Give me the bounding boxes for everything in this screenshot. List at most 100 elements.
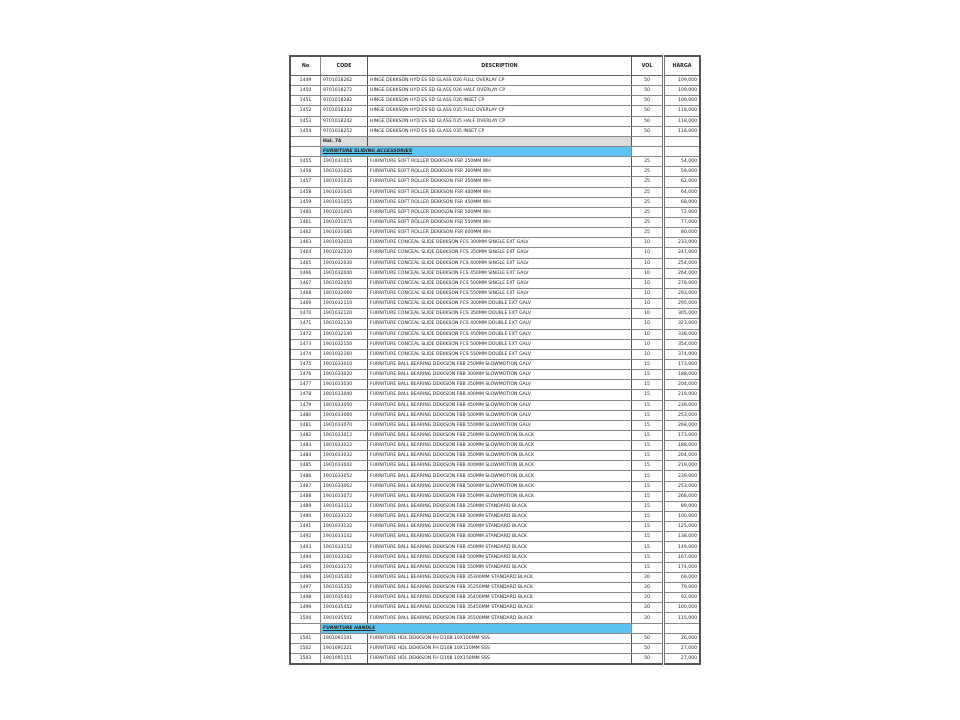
section-header-row: FURNITURE HANDLE <box>289 622 701 634</box>
cell-vol: 50 <box>631 115 665 127</box>
cell-description: HINGE DEKKSON HYD ES SD GLASS 026 FULL O… <box>367 74 632 87</box>
cell-vol: 15 <box>631 358 665 371</box>
cell-harga: 118,000 <box>663 105 701 117</box>
cell-vol: 15 <box>631 561 665 573</box>
cell-code: 1901032050 <box>320 277 368 289</box>
table-row: 1468 1901032060 FURNITURE CONCEAL SLIDE DE… <box>289 287 701 300</box>
table-row: 1466 1901032040 FURNITURE CONCEAL SLIDE DE… <box>289 267 701 279</box>
cell-harga: 109,000 <box>663 85 701 97</box>
cell-harga: 68,000 <box>663 196 701 208</box>
cell-no: 1463 <box>289 237 321 249</box>
table-row: 1495 1901033172 FURNITURE BALL BEARING DEK… <box>289 561 701 573</box>
cell-harga: 72,000 <box>663 206 701 218</box>
cell-vol <box>631 622 665 634</box>
cell-vol: 25 <box>631 186 665 198</box>
cell-no: 1482 <box>289 429 321 442</box>
table-row: 1478 1901033040 FURNITURE BALL BEARING DEK… <box>289 389 701 401</box>
cell-harga: 59,000 <box>663 166 701 178</box>
table-row: 1449 9701018262 HINGE DEKKSON HYD ES SD GL… <box>289 74 701 87</box>
cell-description: FURNITURE CONCEAL SLIDE DEKKSON FCS 500M… <box>367 277 632 289</box>
cell-harga: 278,000 <box>663 277 701 289</box>
cell-description: FURNITURE HDL DEKKSON FH D108 10X150MM S… <box>367 653 632 665</box>
cell-no <box>289 135 321 147</box>
cell-description: FURNITURE CONCEAL SLIDE DEKKSON FCS 400M… <box>367 257 632 269</box>
cell-no: 1452 <box>289 105 321 117</box>
cell-vol: 15 <box>631 551 665 563</box>
table-row: 1450 9701018272 HINGE DEKKSON HYD ES SD GL… <box>289 85 701 97</box>
table-row: 1467 1901032050 FURNITURE CONCEAL SLIDE DE… <box>289 277 701 289</box>
cell-vol: 20 <box>631 592 665 604</box>
cell-no: 1491 <box>289 521 321 533</box>
cell-harga: 188,000 <box>663 369 701 381</box>
cell-vol: 15 <box>631 429 665 442</box>
cell-vol: 20 <box>631 582 665 594</box>
table-row: 1489 1901033112 FURNITURE BALL BEARING DEK… <box>289 500 701 513</box>
table-row: 1470 1901032120 FURNITURE CONCEAL SLIDE DE… <box>289 308 701 320</box>
table-row: 1460 1901031065 FURNITURE SOFT ROLLER DEKK… <box>289 206 701 218</box>
table-row: 1452 9701018232 HINGE DEKKSON HYD ES SD GL… <box>289 105 701 117</box>
cell-code: 1901033060 <box>320 409 368 421</box>
cell-code: 1901033012 <box>320 429 368 442</box>
cell-code: 1901033022 <box>320 440 368 452</box>
cell-harga: 69,000 <box>663 571 701 584</box>
cell-description: FURNITURE SOFT ROLLER DEKKSON FSR 450MM … <box>367 196 632 208</box>
cell-harga: 338,000 <box>663 328 701 340</box>
cell-code: 1901035452 <box>320 602 368 614</box>
cell-harga: 173,000 <box>663 358 701 371</box>
cell-code: 1901031075 <box>320 216 368 229</box>
cell-harga: 26,000 <box>663 632 701 644</box>
cell-description: FURNITURE HDL DEKKSON FH D108 10X120MM S… <box>367 642 632 655</box>
cell-vol <box>631 145 665 158</box>
cell-harga: 268,000 <box>663 490 701 502</box>
table-row: 1451 9701018282 HINGE DEKKSON HYD ES SD GL… <box>289 95 701 107</box>
cell-code: 1901033042 <box>320 460 368 472</box>
cell-harga: 27,000 <box>663 653 701 665</box>
cell-harga: 79,000 <box>663 582 701 594</box>
cell-code: 1901032040 <box>320 267 368 279</box>
cell-vol: 10 <box>631 328 665 340</box>
table-row: 1490 1901033122 FURNITURE BALL BEARING DEK… <box>289 511 701 523</box>
table-row: 1469 1901032110 FURNITURE CONCEAL SLIDE DE… <box>289 298 701 310</box>
cell-harga: 374,000 <box>663 348 701 360</box>
table-row: 1473 1901032150 FURNITURE CONCEAL SLIDE DE… <box>289 338 701 350</box>
cell-vol: 50 <box>631 125 665 137</box>
section-header-row: FURNITURE SLIDING ACCESSORIES <box>289 145 701 158</box>
cell-vol: 10 <box>631 257 665 269</box>
table-row: 1455 1901031015 FURNITURE SOFT ROLLER DEKK… <box>289 156 701 168</box>
cell-code: 1901033052 <box>320 470 368 482</box>
cell-code: 1901032020 <box>320 247 368 259</box>
cell-vol: 10 <box>631 267 665 279</box>
cell-description: FURNITURE BALL BEARING DEKKSON FBB 550MM… <box>367 490 632 502</box>
cell-harga: 62,000 <box>663 176 701 188</box>
cell-vol: 10 <box>631 277 665 289</box>
cell-vol: 25 <box>631 176 665 188</box>
cell-vol: 15 <box>631 531 665 543</box>
cell-code: 1901035352 <box>320 582 368 594</box>
cell-no: 1462 <box>289 227 321 239</box>
cell-vol: 15 <box>631 480 665 492</box>
table-row: 1502 1901091221 FURNITURE HDL DEKKSON FH D… <box>289 642 701 655</box>
cell-code: 1901033162 <box>320 551 368 563</box>
cell-no: 1478 <box>289 389 321 401</box>
cell-harga: 204,000 <box>663 379 701 391</box>
table-row: 1456 1901031025 FURNITURE SOFT ROLLER DEKK… <box>289 166 701 178</box>
cell-vol: 10 <box>631 287 665 300</box>
cell-harga: 293,000 <box>663 287 701 300</box>
cell-no: 1498 <box>289 592 321 604</box>
cell-description: FURNITURE BALL BEARING DEKKSON FBB 550MM… <box>367 561 632 573</box>
cell-harga: 115,000 <box>663 612 701 624</box>
cell-harga <box>663 622 701 634</box>
cell-description: FURNITURE SOFT ROLLER DEKKSON FSR 350MM … <box>367 176 632 188</box>
cell-harga: 295,000 <box>663 298 701 310</box>
cell-vol: 15 <box>631 450 665 462</box>
cell-no: 1449 <box>289 74 321 87</box>
cell-description: HINGE DEKKSON HYD ES SD GLASS 035 INSET … <box>367 125 632 137</box>
cell-vol: 10 <box>631 348 665 360</box>
cell-vol: 20 <box>631 571 665 584</box>
cell-harga: 323,000 <box>663 318 701 330</box>
cell-no: 1458 <box>289 186 321 198</box>
cell-code: 1901033072 <box>320 490 368 502</box>
cell-no: 1476 <box>289 369 321 381</box>
cell-vol: 15 <box>631 500 665 513</box>
cell-harga: 27,000 <box>663 642 701 655</box>
